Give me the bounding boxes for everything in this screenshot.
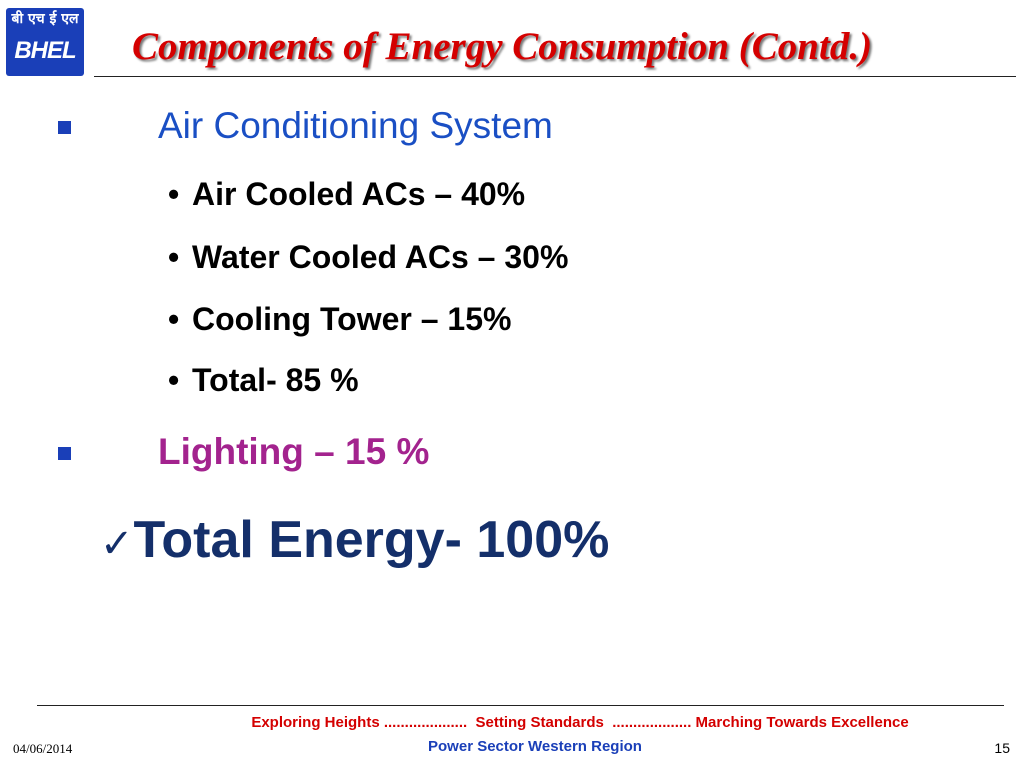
footer-region: Power Sector Western Region <box>428 738 642 755</box>
slide-number: 15 <box>994 740 1010 756</box>
square-bullet-icon <box>58 121 71 134</box>
footer-date: 04/06/2014 <box>13 741 73 756</box>
bullet-lighting: Lighting – 15 % <box>158 431 430 472</box>
sub-bullet-air-cooled: • Air Cooled ACs – 40% <box>168 176 526 212</box>
slide-title: Components of Energy Consumption (Contd.… <box>132 25 873 68</box>
sub-bullet-water-cooled: • Water Cooled ACs – 30% <box>168 239 569 275</box>
total-energy: ✓Total Energy- 100% <box>100 510 609 574</box>
sub-bullet-cooling-tower: • Cooling Tower – 15% <box>168 301 512 337</box>
bhel-logo: बी एच ई एल BHEL <box>6 8 84 76</box>
checkmark-icon: ✓ <box>100 521 134 567</box>
logo-english-text: BHEL <box>14 37 76 64</box>
total-energy-text: Total Energy- 100% <box>133 511 610 569</box>
logo-hindi-text: बी एच ई एल <box>11 11 79 27</box>
header-divider <box>94 76 1016 77</box>
footer-tagline: Exploring Heights .................... S… <box>251 714 909 731</box>
square-bullet-icon <box>58 447 71 460</box>
footer-divider <box>37 705 1004 706</box>
sub-bullet-total: • Total- 85 % <box>168 362 359 398</box>
bullet-air-conditioning: Air Conditioning System <box>158 105 553 146</box>
